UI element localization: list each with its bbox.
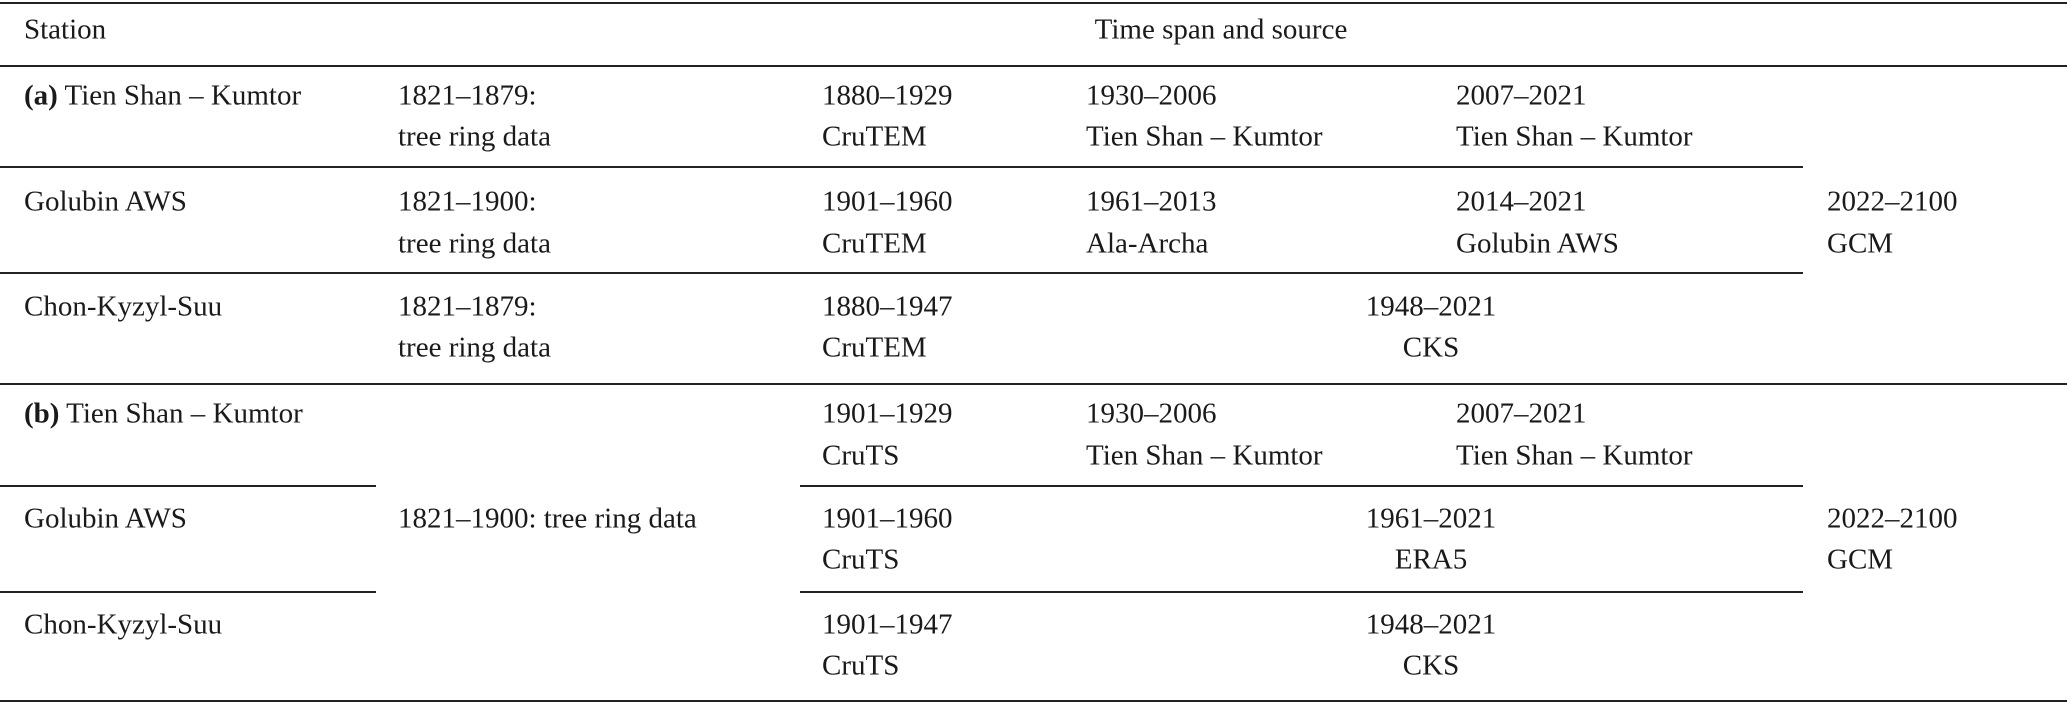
rule [0,272,1803,274]
station-name: Tien Shan – Kumtor [59,397,303,430]
period-span: 2007–2021 [1456,79,1587,112]
period-span: 1901–1960 [822,502,953,535]
period-span: 1901–1960 [822,185,953,218]
period-span: 2014–2021 [1456,185,1587,218]
section-label: (a) [24,79,58,112]
rule [0,383,2067,385]
rule [0,700,2067,702]
period-source: CruTEM [822,227,927,260]
period-span: 2022–2100 [1827,502,1958,535]
period-span: 1901–1947 [822,608,953,641]
period-source: Tien Shan – Kumtor [1456,120,1693,153]
rule [800,485,1803,487]
period-source: CruTS [822,649,900,682]
period-span: 1821–1879: [398,79,537,112]
period-source: Golubin AWS [1456,227,1619,260]
period-span: 1948–2021 [1365,290,1497,323]
period-source: GCM [1827,227,1894,260]
rule [0,65,2067,67]
period-span: 1821–1900: [398,185,537,218]
station-name: Golubin AWS [24,185,187,218]
rule [0,2,2067,4]
period-source: CKS [1402,331,1460,364]
period-source: Tien Shan – Kumtor [1086,439,1323,472]
station-cell: (a) Tien Shan – Kumtor [24,79,302,112]
period-span: 1961–2013 [1086,185,1217,218]
period-source: CKS [1402,649,1460,682]
period-span: 2022–2100 [1827,185,1958,218]
rule [0,485,376,487]
period-span: 1930–2006 [1086,79,1217,112]
period-span: 1948–2021 [1365,608,1497,641]
station-cell: (b) Tien Shan – Kumtor [24,397,303,430]
period-source: CruTS [822,543,900,576]
header-station: Station [24,13,107,46]
station-name: Chon-Kyzyl-Suu [24,290,223,323]
period-span: 1880–1947 [822,290,953,323]
station-name: Tien Shan – Kumtor [57,79,302,112]
period-early: 1821–1900: tree ring data [398,502,697,535]
rule [800,591,1803,593]
rule [0,166,1803,168]
period-source: GCM [1827,543,1894,576]
period-source: ERA5 [1394,543,1468,576]
period-source: Ala-Archa [1086,227,1209,260]
period-source: Tien Shan – Kumtor [1086,120,1323,153]
period-span: 1901–1929 [822,397,953,430]
period-span: 1821–1879: [398,290,537,323]
period-source: tree ring data [398,120,551,153]
header-time-span: Time span and source [1094,13,1348,46]
period-source: CruTS [822,439,900,472]
station-name: Golubin AWS [24,502,187,535]
period-span: 1880–1929 [822,79,953,112]
station-name: Chon-Kyzyl-Suu [24,608,223,641]
period-source: Tien Shan – Kumtor [1456,439,1693,472]
period-source: tree ring data [398,331,551,364]
period-span: 2007–2021 [1456,397,1587,430]
period-source: CruTEM [822,120,927,153]
period-source: tree ring data [398,227,551,260]
section-label: (b) [24,397,60,430]
rule [0,591,376,593]
period-span: 1961–2021 [1365,502,1497,535]
period-span: 1930–2006 [1086,397,1217,430]
period-source: CruTEM [822,331,927,364]
